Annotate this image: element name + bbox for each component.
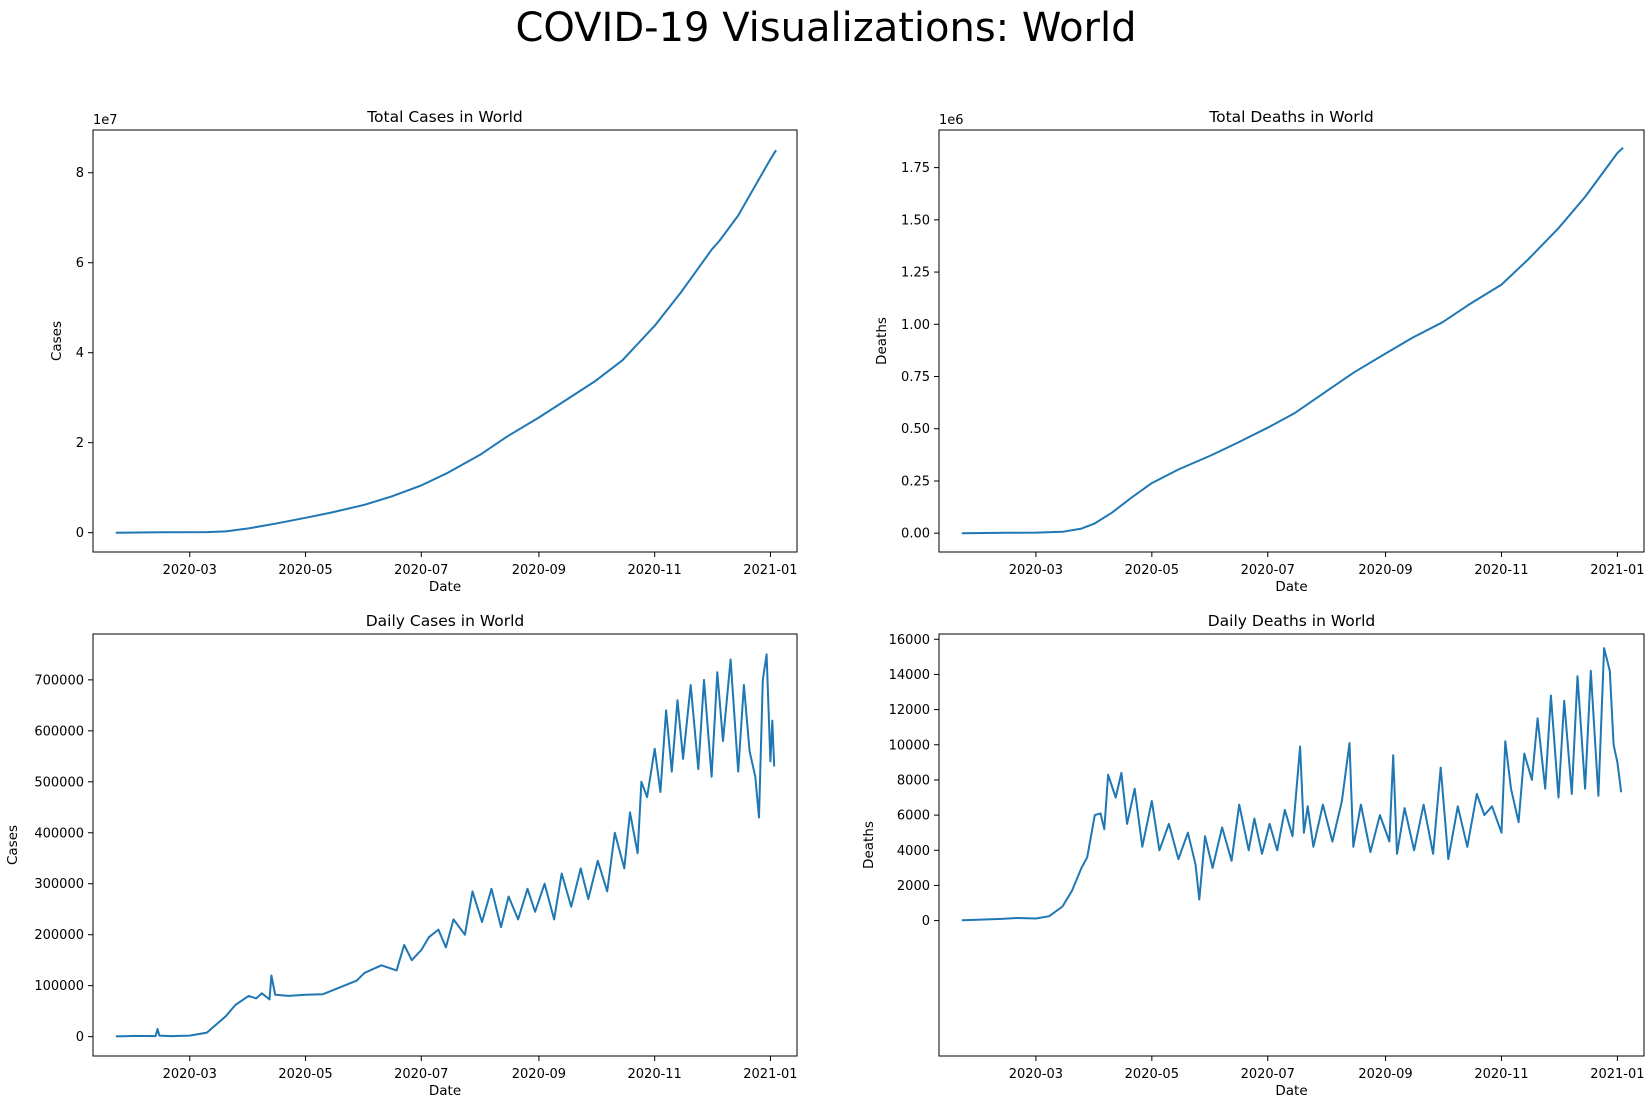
y-tick-label: 2000 xyxy=(897,879,930,894)
y-tick-label: 0 xyxy=(76,1030,84,1045)
axes-frame xyxy=(938,633,1645,1057)
y-tick-label: 4 xyxy=(76,346,84,361)
y-tick-label: 1.25 xyxy=(901,266,930,281)
y-tick-label: 1.00 xyxy=(901,318,930,333)
x-axis-label: Date xyxy=(1275,1083,1307,1099)
x-tick-label: 2020-07 xyxy=(1241,563,1295,578)
y-tick-label: 0.75 xyxy=(901,370,930,385)
x-tick-label: 2020-07 xyxy=(394,563,448,578)
y-tick-label: 6 xyxy=(76,256,84,271)
y-axis-label: Deaths xyxy=(874,317,890,365)
x-tick-label: 2021-01 xyxy=(1590,1067,1644,1082)
y-tick-label: 600000 xyxy=(34,724,84,739)
y-tick-label: 0.25 xyxy=(901,474,930,489)
y-tick-label: 6000 xyxy=(897,809,930,824)
x-axis-label: Date xyxy=(1275,579,1307,595)
y-tick-label: 8 xyxy=(76,166,84,181)
panel-daily-cases: 2020-03 2020-05 2020-07 2020-09 2020-11 2021-… xyxy=(5,612,798,1099)
x-tick-label: 2020-03 xyxy=(163,1067,217,1082)
y-tick-label: 200000 xyxy=(34,928,84,943)
chart-title: Total Cases in World xyxy=(366,108,523,126)
x-tick-label: 2020-11 xyxy=(1474,1067,1528,1082)
series-line xyxy=(961,647,1623,922)
x-axis-label: Date xyxy=(429,1083,461,1099)
y-tick-label: 0 xyxy=(76,526,84,541)
series-line xyxy=(115,149,777,534)
x-tick-label: 2020-11 xyxy=(1474,563,1528,578)
y-tick-label: 0.50 xyxy=(901,422,930,437)
y-tick-label: 400000 xyxy=(34,826,84,841)
y-tick-label: 1.50 xyxy=(901,213,930,228)
y-tick-label: 2 xyxy=(76,436,84,451)
x-axis-label: Date xyxy=(429,579,461,595)
x-tick-label: 2020-05 xyxy=(278,563,332,578)
x-tick-label: 2020-09 xyxy=(1358,1067,1412,1082)
x-tick-label: 2020-05 xyxy=(1125,1067,1179,1082)
y-tick-label: 500000 xyxy=(34,775,84,790)
axis-offset-text: 1e7 xyxy=(93,113,118,128)
x-tick-label: 2020-09 xyxy=(1358,563,1412,578)
x-tick-label: 2020-03 xyxy=(1009,563,1063,578)
y-tick-label: 700000 xyxy=(34,673,84,688)
x-tick-label: 2020-05 xyxy=(278,1067,332,1082)
panel-total-cases: 2020-03 2020-05 2020-07 2020-09 2020-11 2021-… xyxy=(49,108,798,595)
x-tick-label: 2020-09 xyxy=(512,1067,566,1082)
x-tick-label: 2020-07 xyxy=(1241,1067,1295,1082)
figure-title: COVID-19 Visualizations: World xyxy=(515,5,1137,51)
y-tick-label: 100000 xyxy=(34,979,84,994)
x-tick-label: 2020-11 xyxy=(628,563,682,578)
x-tick-label: 2020-11 xyxy=(628,1067,682,1082)
y-tick-label: 4000 xyxy=(897,844,930,859)
y-tick-label: 12000 xyxy=(889,703,930,718)
x-tick-label: 2021-01 xyxy=(743,1067,797,1082)
y-axis-label: Cases xyxy=(5,825,21,865)
x-tick-label: 2020-09 xyxy=(512,563,566,578)
x-tick-label: 2021-01 xyxy=(1590,563,1644,578)
y-tick-label: 10000 xyxy=(889,738,930,753)
chart-title: Total Deaths in World xyxy=(1208,108,1373,126)
y-tick-label: 14000 xyxy=(889,668,930,683)
x-tick-label: 2020-07 xyxy=(394,1067,448,1082)
axes-frame xyxy=(92,633,798,1057)
series-line xyxy=(115,653,776,1038)
panel-total-deaths: 2020-03 2020-05 2020-07 2020-09 2020-11 2021-… xyxy=(874,108,1645,595)
y-tick-label: 0.00 xyxy=(901,527,930,542)
y-tick-label: 300000 xyxy=(34,877,84,892)
chart-title: Daily Deaths in World xyxy=(1208,612,1376,630)
y-tick-label: 8000 xyxy=(897,773,930,788)
x-tick-label: 2020-05 xyxy=(1125,563,1179,578)
axes-frame xyxy=(938,129,1645,553)
y-tick-label: 16000 xyxy=(889,633,930,648)
axis-offset-text: 1e6 xyxy=(939,113,964,128)
y-axis-label: Cases xyxy=(49,321,65,361)
y-axis-label: Deaths xyxy=(861,821,877,869)
y-tick-label: 1.75 xyxy=(901,161,930,176)
x-tick-label: 2020-03 xyxy=(1009,1067,1063,1082)
x-tick-label: 2021-01 xyxy=(743,563,797,578)
y-tick-label: 0 xyxy=(922,914,930,929)
axes-frame xyxy=(92,129,798,553)
x-tick-label: 2020-03 xyxy=(163,563,217,578)
chart-title: Daily Cases in World xyxy=(366,612,525,630)
series-line xyxy=(961,147,1624,535)
panel-daily-deaths: 2020-03 2020-05 2020-07 2020-09 2020-11 2021-… xyxy=(861,612,1645,1099)
